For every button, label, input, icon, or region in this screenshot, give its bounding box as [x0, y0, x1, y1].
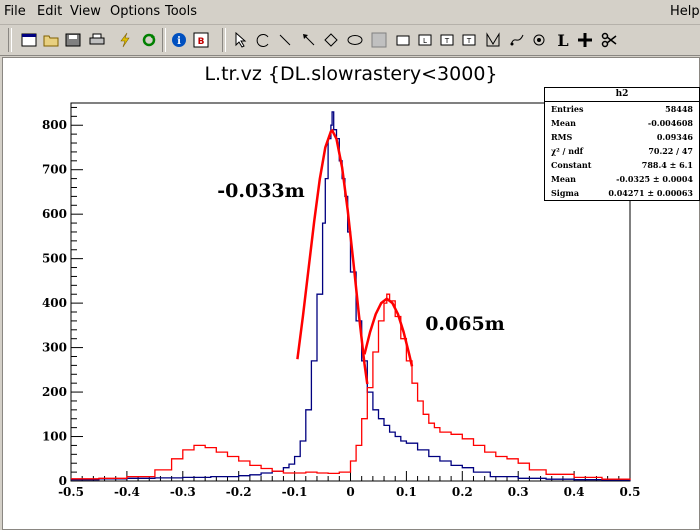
menu-help[interactable]: Help — [670, 4, 700, 19]
refresh-icon[interactable] — [138, 29, 160, 51]
x-tick-label: -0.5 — [58, 485, 84, 499]
y-tick-label: 100 — [42, 430, 67, 444]
x-tick-label: -0.2 — [226, 485, 252, 499]
y-tick-label: 700 — [42, 163, 67, 177]
menu-tools[interactable]: Tools — [165, 4, 198, 19]
x-tick-label: -0.4 — [114, 485, 140, 499]
lightning-icon[interactable] — [114, 29, 136, 51]
y-tick-label: 200 — [42, 385, 67, 399]
browser-icon[interactable]: B — [190, 29, 212, 51]
stats-value: 0.04271 ± 0.00063 — [608, 188, 693, 198]
arc-icon[interactable] — [252, 29, 274, 51]
pavelabel-icon[interactable]: L — [414, 29, 436, 51]
menu-view[interactable]: View — [70, 4, 101, 19]
stats-key: Mean — [551, 118, 576, 128]
polyline-icon[interactable] — [482, 29, 504, 51]
arrow-icon[interactable] — [298, 29, 320, 51]
stats-key: χ² / ndf — [551, 146, 584, 156]
svg-text:T: T — [444, 37, 450, 45]
toolbar-separator — [222, 28, 226, 52]
menu-edit[interactable]: Edit — [37, 4, 63, 19]
toolbar: i B L T — [0, 25, 700, 56]
pointer-icon[interactable] — [230, 29, 252, 51]
open-folder-icon[interactable] — [40, 29, 62, 51]
menubar: File Edit View Options Tools Help — [0, 0, 700, 25]
stats-key: Sigma — [551, 188, 580, 198]
peak2-annotation: 0.065m — [425, 313, 505, 335]
pad-icon[interactable] — [368, 29, 390, 51]
print-icon[interactable] — [86, 29, 108, 51]
pave-icon[interactable] — [392, 29, 414, 51]
stats-value: 70.22 / 47 — [648, 146, 693, 156]
stats-row: Mean -0.004608 — [545, 116, 699, 130]
stats-value: 788.4 ± 6.1 — [641, 160, 693, 170]
y-tick-label: 600 — [42, 207, 67, 221]
stats-key: Entries — [551, 104, 584, 114]
stats-row: Constant 788.4 ± 6.1 — [545, 158, 699, 172]
new-canvas-icon[interactable] — [18, 29, 40, 51]
stats-key: RMS — [551, 132, 573, 142]
stats-value: 58448 — [665, 104, 693, 114]
stats-title: h2 — [545, 88, 699, 102]
toolbar-separator — [162, 28, 166, 52]
chart-title: L.tr.vz {DL.slowrastery<3000} — [204, 63, 497, 85]
info-icon[interactable]: i — [168, 29, 190, 51]
x-tick-label: 0 — [346, 485, 354, 499]
menu-options[interactable]: Options — [110, 4, 161, 19]
latex-icon[interactable]: L — [552, 29, 574, 51]
svg-text:B: B — [198, 37, 205, 47]
stats-box[interactable]: h2 Entries 58448 Mean -0.004608 RMS 0.09346… — [544, 87, 700, 201]
pavetext-icon[interactable]: T — [436, 29, 458, 51]
histogram-series — [71, 111, 631, 481]
y-tick-label: 0 — [59, 474, 67, 488]
x-tick-label: 0.3 — [508, 485, 529, 499]
axes: -0.5 -0.4 -0.3 -0.2 -0.1 0 0.1 0.2 0.3 0.4 0.5 0 100… — [42, 102, 641, 499]
menu-file[interactable]: File — [4, 4, 26, 19]
fit-curve — [363, 297, 414, 367]
scissors-icon[interactable] — [598, 29, 620, 51]
stats-key: Mean — [551, 174, 576, 184]
pavestext-icon[interactable]: T — [458, 29, 480, 51]
marker-icon[interactable] — [574, 29, 596, 51]
stats-value: -0.0325 ± 0.0004 — [616, 174, 693, 184]
histogram-series — [71, 293, 631, 481]
svg-text:L: L — [423, 37, 427, 45]
svg-text:T: T — [466, 37, 472, 45]
stats-row: χ² / ndf 70.22 / 47 — [545, 144, 699, 158]
y-tick-label: 500 — [42, 252, 67, 266]
stats-key: Constant — [551, 160, 592, 170]
stats-row: Mean -0.0325 ± 0.0004 — [545, 172, 699, 186]
svg-text:i: i — [177, 36, 181, 47]
diamond-icon[interactable] — [320, 29, 342, 51]
stats-row: Sigma 0.04271 ± 0.00063 — [545, 186, 699, 200]
stats-value: 0.09346 — [656, 132, 693, 142]
stats-row: RMS 0.09346 — [545, 130, 699, 144]
y-tick-label: 800 — [42, 118, 67, 132]
stats-row: Entries 58448 — [545, 102, 699, 116]
x-tick-label: 0.2 — [452, 485, 473, 499]
ellipse-icon[interactable] — [344, 29, 366, 51]
toolbar-separator — [8, 28, 12, 52]
cut-icon[interactable] — [528, 29, 550, 51]
peak1-annotation: -0.033m — [217, 180, 305, 202]
x-tick-label: 0.4 — [564, 485, 585, 499]
save-icon[interactable] — [62, 29, 84, 51]
x-tick-label: 0.1 — [396, 485, 417, 499]
x-tick-label: 0.5 — [620, 485, 641, 499]
y-tick-label: 400 — [42, 296, 67, 310]
line-icon[interactable] — [274, 29, 296, 51]
curvy-line-icon[interactable] — [506, 29, 528, 51]
x-tick-label: -0.3 — [170, 485, 196, 499]
latex-label: L — [557, 30, 569, 50]
fit-curve — [296, 128, 369, 385]
stats-value: -0.004608 — [647, 118, 693, 128]
series-layer — [71, 111, 631, 481]
x-tick-label: -0.1 — [282, 485, 308, 499]
y-tick-label: 300 — [42, 341, 67, 355]
